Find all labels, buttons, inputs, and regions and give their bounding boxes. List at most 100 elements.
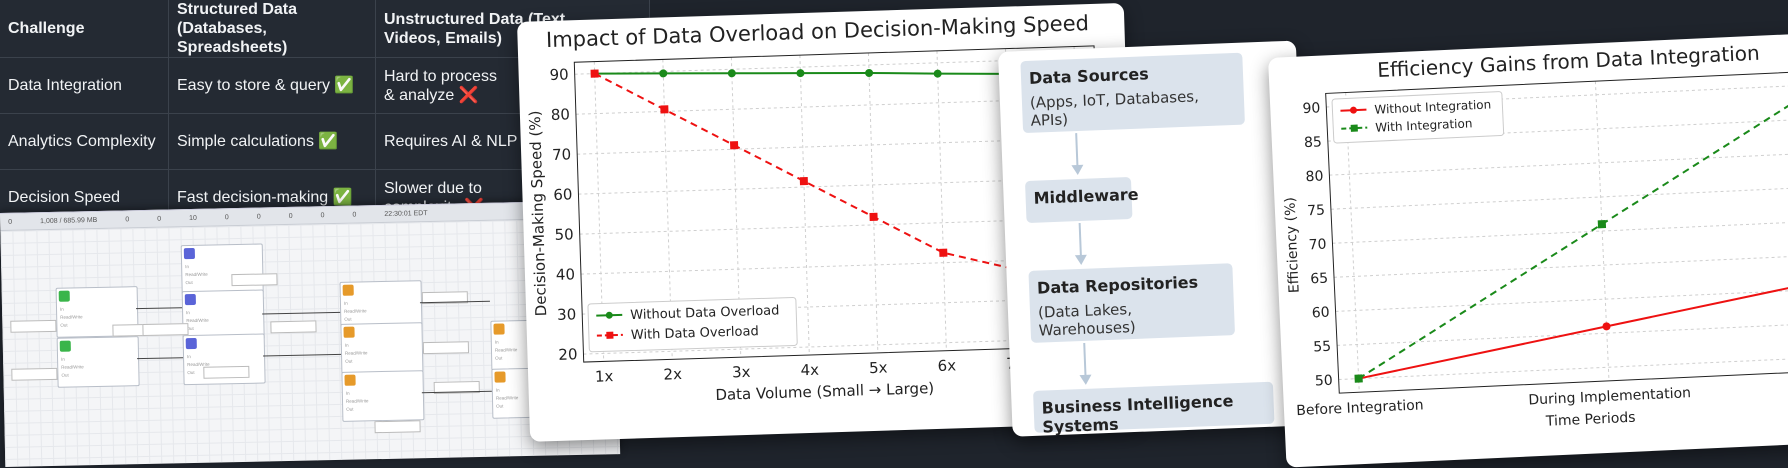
flow-connection (136, 307, 183, 310)
status-value: 0 (352, 211, 357, 219)
flow-queue[interactable] (10, 319, 57, 333)
y-tick-label: 80 (551, 105, 571, 124)
status-value: 0 (288, 212, 293, 220)
status-value: 0 (157, 215, 162, 223)
y-tick-label: 70 (552, 145, 572, 164)
y-tick-label: 90 (1302, 100, 1321, 117)
x-axis-label: Data Volume (Small → Large) (715, 379, 934, 404)
data-point (1597, 220, 1607, 229)
cell-structured: Simple calculations ✅ (168, 113, 376, 170)
data-point (1602, 322, 1611, 331)
legend-marker (1349, 106, 1357, 114)
data-point (590, 69, 599, 78)
node-title: Data Sources (1028, 64, 1150, 88)
check-icon: ✅ (334, 77, 355, 94)
x-tick-label: 1x (595, 367, 614, 386)
y-tick-label: 30 (557, 305, 577, 324)
gridline (1338, 354, 1788, 380)
x-axis-label: Time Periods (1545, 410, 1636, 430)
series-line (594, 71, 1075, 76)
legend-marker (605, 311, 613, 319)
y-tick-label: 55 (1313, 339, 1332, 356)
gridline (799, 55, 810, 355)
x-tick-label: Before Integration (1296, 397, 1424, 419)
flow-connection (262, 311, 341, 315)
x-tick-label: During Implementation (1528, 385, 1691, 408)
flow-queue[interactable] (422, 341, 470, 355)
node-title: Business Intelligence Systems (1041, 391, 1234, 437)
table-header-row: Challenge Structured Data (Databases, Spr… (0, 0, 650, 58)
data-point (729, 141, 739, 150)
data-point (660, 105, 669, 114)
node-title: Data Repositories (1036, 272, 1199, 298)
flow-processor[interactable]: In Read/Write Out (180, 243, 264, 296)
status-value: 0 (320, 211, 325, 219)
status-value: 0 (224, 213, 229, 221)
cell-structured: Easy to store & query ✅ (168, 57, 376, 114)
data-point (1354, 374, 1363, 383)
legend-marker (606, 331, 614, 339)
flow-queue[interactable] (11, 367, 58, 381)
legend-box (1331, 91, 1505, 144)
x-tick-label: 6x (937, 356, 956, 375)
legend-label: Without Data Overload (630, 303, 780, 323)
check-icon: ✅ (332, 189, 353, 206)
y-tick-label: 75 (1307, 202, 1326, 219)
data-point (799, 176, 808, 186)
y-tick-label: 65 (1310, 271, 1329, 288)
gridline (936, 50, 947, 351)
status-value: 0 (256, 213, 261, 221)
cross-icon: ❌ (458, 86, 479, 104)
y-tick-label: 40 (556, 265, 576, 284)
header-structured: Structured Data (Databases, Spreadsheets) (168, 0, 376, 58)
flow-queue[interactable] (142, 323, 189, 337)
series-line (1358, 273, 1788, 380)
x-tick-label: 4x (800, 361, 819, 380)
data-point (869, 212, 878, 222)
flow-queue[interactable] (374, 420, 421, 434)
node-title: Middleware (1033, 184, 1139, 208)
arrow-down-icon (1079, 342, 1092, 385)
y-axis-label: Decision-Making Speed (%) (526, 110, 550, 316)
check-icon: ✅ (318, 133, 339, 150)
flow-queue[interactable] (203, 365, 250, 379)
gridline (1335, 286, 1788, 312)
data-point (796, 69, 805, 78)
diagram-node-data-repositories: Data Repositories (Data Lakes, Warehouse… (1028, 263, 1236, 343)
legend-label: With Data Overload (631, 324, 759, 343)
flow-queue[interactable] (231, 273, 278, 287)
data-point (933, 69, 942, 78)
gridline (1594, 81, 1610, 381)
flow-processor[interactable]: In Read/Write Out (56, 336, 140, 388)
y-tick-label: 50 (1315, 373, 1334, 390)
node-subtitle: (Apps, IoT, Databases, APIs) (1029, 87, 1200, 130)
status-value: 1,008 / 685.99 MB (40, 216, 98, 225)
cell-challenge: Analytics Complexity (0, 113, 169, 170)
y-tick-label: 60 (553, 185, 573, 204)
legend-label: With Integration (1375, 116, 1473, 134)
status-value: 22:30:01 EDT (384, 209, 428, 218)
flow-queue[interactable] (270, 320, 317, 334)
x-tick-label: 5x (869, 359, 888, 378)
x-tick-label: 2x (663, 365, 682, 384)
cell-challenge: Data Integration (0, 57, 169, 114)
y-tick-label: 50 (554, 225, 574, 244)
status-value: 10 (189, 214, 197, 222)
y-tick-label: 20 (558, 345, 578, 364)
data-point (865, 68, 874, 77)
flow-processor[interactable]: In Read/Write Out (340, 322, 424, 374)
diagram-node-middleware: Middleware (1024, 176, 1139, 224)
flow-processor[interactable]: In Read/Write Out (341, 370, 425, 422)
gridline (1332, 218, 1788, 244)
gridline (1337, 320, 1788, 346)
data-point (727, 69, 736, 78)
gridline (730, 57, 742, 358)
data-point (939, 248, 948, 257)
header-challenge: Challenge (0, 0, 169, 58)
x-tick-label: 3x (732, 363, 751, 382)
arrow-down-icon (1074, 222, 1087, 265)
flow-connection (137, 357, 184, 360)
y-tick-label: 90 (549, 65, 569, 84)
legend-label: Without Integration (1374, 97, 1491, 116)
y-tick-label: 70 (1308, 237, 1327, 254)
